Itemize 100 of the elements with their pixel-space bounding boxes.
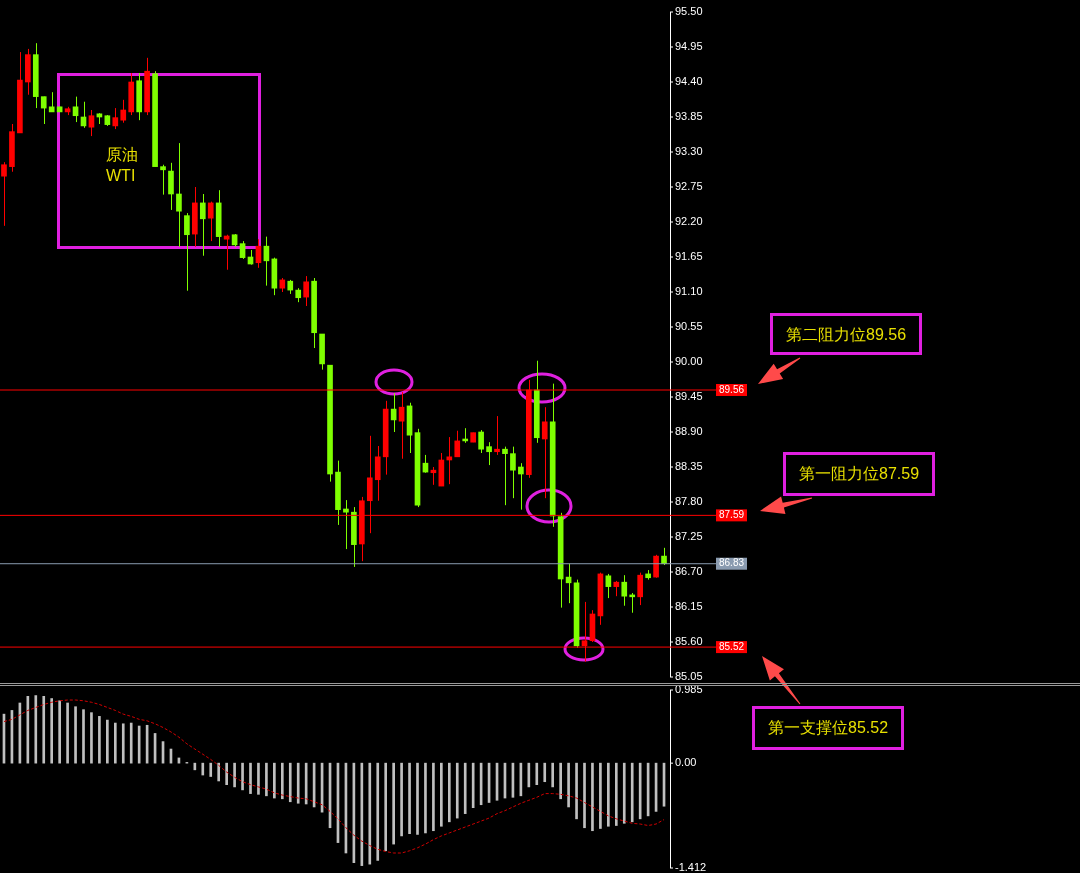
line-series: [3, 699, 665, 854]
y-tick-label: 90.00: [675, 355, 703, 368]
candlestick: [605, 573, 612, 599]
bar: [249, 762, 252, 794]
candlestick: [88, 109, 95, 137]
candlestick: [1, 161, 7, 227]
y-tick-label: 86.70: [675, 565, 703, 578]
ref-line-label: 87.59: [719, 509, 745, 521]
y-tick-label: 95.50: [675, 5, 703, 18]
ref-line-label: 86.83: [719, 557, 745, 569]
y-tick-label: 85.05: [675, 670, 703, 683]
ref-line-label: 85.52: [719, 640, 745, 652]
candlestick: [72, 96, 79, 123]
bar: [607, 762, 610, 827]
bar: [559, 762, 562, 800]
bar: [384, 762, 388, 852]
annotation: 原油 WTI: [106, 145, 139, 186]
bar: [201, 762, 205, 776]
candlestick: [502, 446, 508, 506]
y-tick-label: -1.412: [675, 861, 707, 873]
candlestick: [120, 99, 127, 124]
bar: [50, 698, 54, 764]
y-tick-label: 90.55: [675, 320, 703, 333]
bar: [535, 762, 539, 786]
bar: [463, 762, 467, 814]
bar: [233, 762, 236, 788]
candlestick: [621, 574, 628, 607]
bar: [121, 723, 125, 764]
bar: [106, 719, 109, 764]
bar: [34, 695, 38, 764]
candlestick: [637, 572, 643, 606]
y-tick-label: 91.65: [675, 250, 703, 263]
y-tick-label: 85.60: [675, 635, 703, 648]
bar: [432, 762, 435, 832]
y-tick-label: 93.30: [675, 145, 703, 158]
y-tick-label: 94.95: [675, 40, 703, 53]
bar: [225, 762, 228, 786]
bar: [630, 762, 634, 823]
bar: [551, 762, 555, 788]
bar: [599, 762, 602, 829]
bar: [368, 762, 372, 865]
candlestick: [541, 406, 548, 499]
text: 第一支撑位85.52: [752, 706, 905, 750]
candlestick: [454, 430, 461, 458]
candlestick: [343, 499, 349, 550]
bar: [42, 695, 46, 764]
candlestick: [486, 441, 492, 466]
bar: [416, 762, 419, 835]
candlestick: [199, 193, 206, 257]
bar: [265, 762, 268, 797]
text: 第一阻力位87.59: [783, 452, 936, 496]
bar: [455, 762, 459, 819]
bar: [583, 762, 586, 829]
y-tick-label: 0.00: [675, 756, 697, 769]
candlestick: [168, 162, 174, 211]
candlestick: [223, 234, 230, 271]
bar: [440, 762, 443, 827]
y-tick-label: 89.45: [675, 390, 703, 403]
bar: [447, 762, 451, 823]
y-tick-label: 92.20: [675, 215, 703, 228]
candlestick: [184, 212, 190, 292]
candlestick: [478, 429, 484, 454]
candlestick: [207, 201, 214, 242]
y-tick-label: 87.80: [675, 495, 703, 508]
candlestick: [518, 462, 524, 511]
candlestick: [510, 446, 516, 499]
bar: [74, 706, 77, 764]
bar: [288, 762, 292, 803]
bar: [66, 702, 69, 764]
y-tick-label: 88.35: [675, 460, 703, 473]
bar: [82, 709, 85, 764]
candlestick: [374, 445, 381, 502]
bar: [575, 762, 578, 820]
candlestick: [303, 275, 309, 307]
y-tick-label: 92.75: [675, 180, 703, 193]
y-tick-label: 0.985: [675, 683, 703, 696]
bar: [280, 762, 284, 800]
bar: [129, 722, 133, 764]
bar: [217, 762, 221, 782]
bar: [113, 722, 117, 764]
y-tick-label: 86.15: [675, 600, 703, 613]
candlestick: [112, 107, 119, 130]
candlestick: [40, 96, 47, 125]
bar: [241, 762, 244, 791]
bar: [376, 762, 380, 861]
bar: [98, 716, 101, 764]
bar: [273, 762, 276, 799]
bar: [614, 762, 618, 826]
y-tick-label: 93.85: [675, 110, 703, 123]
bar: [591, 762, 594, 832]
bar: [392, 762, 395, 845]
candlestick: [48, 91, 55, 113]
text: 第二阻力位89.56: [770, 313, 923, 355]
bar: [257, 762, 260, 795]
bar: [400, 762, 403, 837]
candlestick: [446, 436, 453, 485]
ref-line-label: 89.56: [719, 383, 745, 395]
bar: [622, 762, 626, 824]
bar: [424, 762, 427, 834]
bar: [567, 762, 570, 808]
